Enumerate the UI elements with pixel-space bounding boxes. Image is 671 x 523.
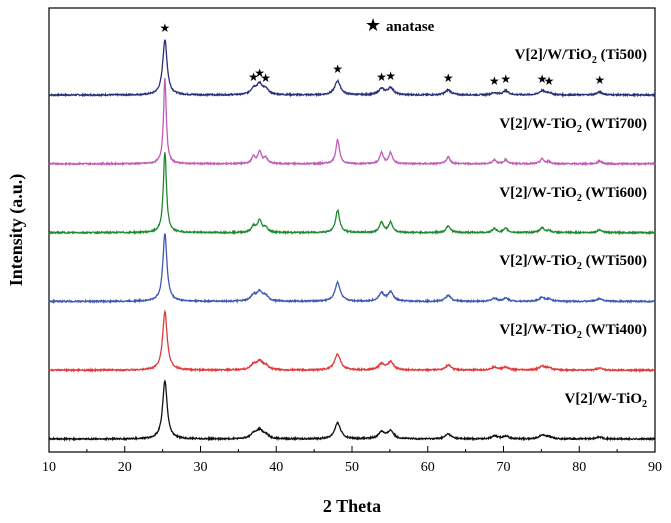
series-line-2	[48, 152, 656, 236]
x-axis-title: 2 Theta	[323, 496, 381, 516]
anatase-star-10: ★	[537, 72, 548, 86]
series-line-5	[48, 379, 656, 442]
series-line-3	[48, 233, 656, 305]
series-label-5: V[2]/W-TiO2	[565, 391, 648, 410]
series-label-0: V[2]/W/TiO2 (Ti500)	[515, 47, 647, 66]
x-tick-label-10: 10	[42, 460, 56, 475]
anatase-star-9: ★	[500, 72, 511, 86]
x-tick-label-30: 30	[194, 460, 208, 475]
anatase-star-4: ★	[332, 62, 343, 76]
anatase-star-7: ★	[443, 71, 454, 85]
x-tick-label-60: 60	[421, 460, 435, 475]
series-line-1	[48, 78, 656, 167]
y-axis-title: Intensity (a.u.)	[6, 174, 27, 287]
x-tick-label-80: 80	[572, 460, 586, 475]
series-labels: V[2]/W/TiO2 (Ti500) V[2]/W-TiO2 (WTi700) V…	[499, 47, 647, 410]
anatase-star-6: ★	[385, 69, 396, 83]
series-line-0	[48, 39, 656, 98]
series-line-4	[48, 309, 656, 374]
legend-anatase-text: anatase	[386, 19, 435, 35]
anatase-star-5: ★	[376, 70, 387, 84]
anatase-star-3: ★	[260, 71, 271, 85]
anatase-star-0: ★	[160, 21, 171, 35]
x-tick-label-90: 90	[648, 460, 662, 475]
series-label-1: V[2]/W-TiO2 (WTi700)	[499, 116, 647, 135]
anatase-star-2: ★	[254, 66, 265, 80]
anatase-star-1: ★	[248, 70, 259, 84]
x-axis-ticks: 10 20 30 40 50 60 70 80 90	[42, 446, 662, 475]
anatase-star-11: ★	[544, 74, 555, 88]
series-traces	[48, 39, 656, 442]
plot-frame	[48, 7, 656, 453]
legend-star-symbol: ★	[365, 15, 381, 36]
x-tick-label-50: 50	[345, 460, 359, 475]
series-label-3: V[2]/W-TiO2 (WTi500)	[499, 253, 647, 272]
x-tick-label-20: 20	[118, 460, 132, 475]
x-tick-label-70: 70	[497, 460, 511, 475]
anatase-star-markers: ★★★★★★★ ★ ★ ★ ★★ ★	[160, 21, 606, 88]
anatase-star-12: ★	[594, 73, 605, 87]
anatase-star-8: ★	[489, 74, 500, 88]
series-label-4: V[2]/W-TiO2 (WTi400)	[499, 322, 647, 341]
x-tick-label-40: 40	[269, 460, 283, 475]
series-label-2: V[2]/W-TiO2 (WTi600)	[499, 185, 647, 204]
